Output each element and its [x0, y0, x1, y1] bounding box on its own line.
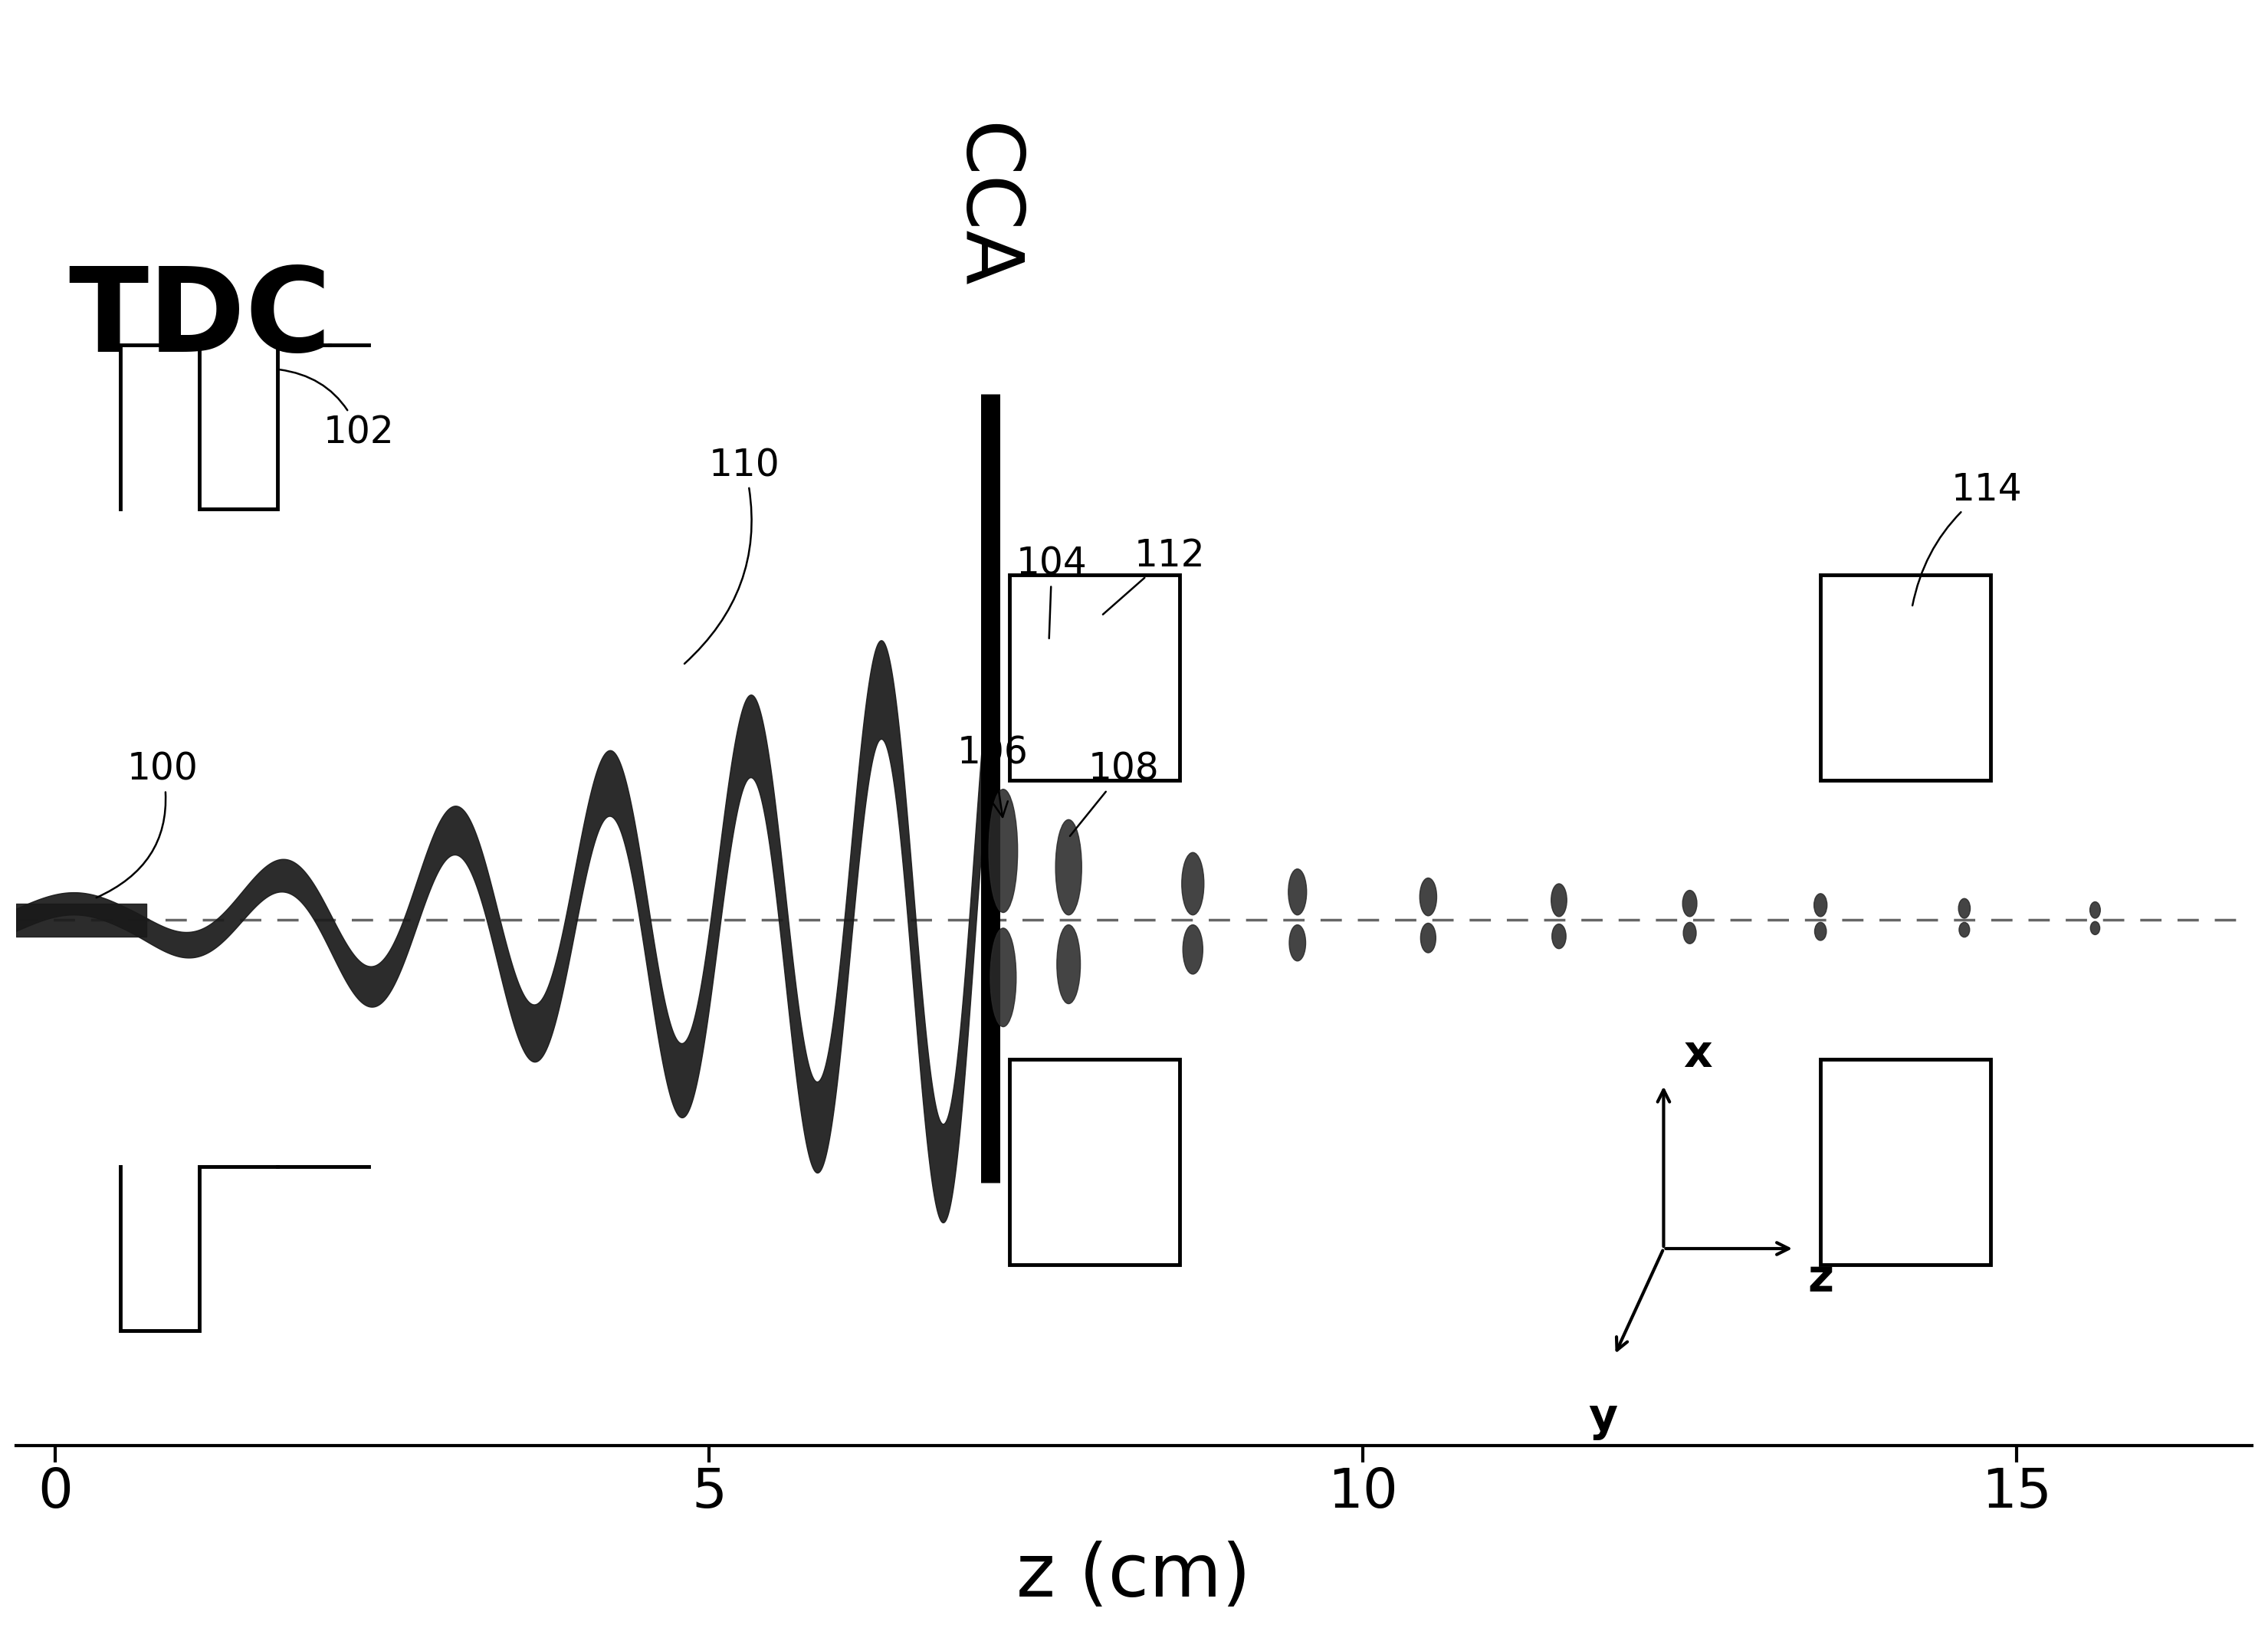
- Ellipse shape: [1960, 923, 1969, 938]
- Ellipse shape: [1055, 819, 1082, 915]
- Text: TDC: TDC: [68, 262, 331, 376]
- Text: 108: 108: [1070, 751, 1159, 837]
- Ellipse shape: [1960, 899, 1971, 918]
- Ellipse shape: [1420, 877, 1436, 917]
- Bar: [1821, 575, 1991, 780]
- Ellipse shape: [989, 790, 1018, 913]
- Text: 114: 114: [1912, 472, 2023, 606]
- Ellipse shape: [1184, 925, 1202, 974]
- Ellipse shape: [1288, 869, 1306, 915]
- Text: 100: 100: [95, 751, 197, 897]
- Text: x: x: [1683, 1032, 1712, 1076]
- Text: 104: 104: [1016, 545, 1086, 638]
- Text: CCA: CCA: [946, 122, 1023, 288]
- Bar: [1821, 1060, 1991, 1265]
- Ellipse shape: [1814, 923, 1826, 941]
- Text: 110: 110: [685, 448, 780, 664]
- Ellipse shape: [991, 928, 1016, 1027]
- Ellipse shape: [1683, 891, 1696, 917]
- Text: 102: 102: [279, 370, 395, 451]
- Ellipse shape: [1182, 853, 1204, 915]
- Ellipse shape: [2091, 921, 2100, 934]
- Ellipse shape: [1551, 925, 1565, 949]
- Ellipse shape: [1814, 894, 1828, 917]
- Text: 106: 106: [957, 734, 1030, 817]
- Text: 112: 112: [1102, 537, 1204, 614]
- Ellipse shape: [1683, 923, 1696, 944]
- Text: y: y: [1588, 1397, 1617, 1441]
- Ellipse shape: [1420, 923, 1436, 952]
- X-axis label: z (cm): z (cm): [1016, 1540, 1252, 1612]
- Text: z: z: [1808, 1257, 1833, 1301]
- Bar: [1009, 1060, 1179, 1265]
- Ellipse shape: [1551, 884, 1567, 917]
- Ellipse shape: [2089, 902, 2100, 918]
- Ellipse shape: [1288, 925, 1306, 961]
- Ellipse shape: [1057, 925, 1080, 1004]
- Bar: [1009, 575, 1179, 780]
